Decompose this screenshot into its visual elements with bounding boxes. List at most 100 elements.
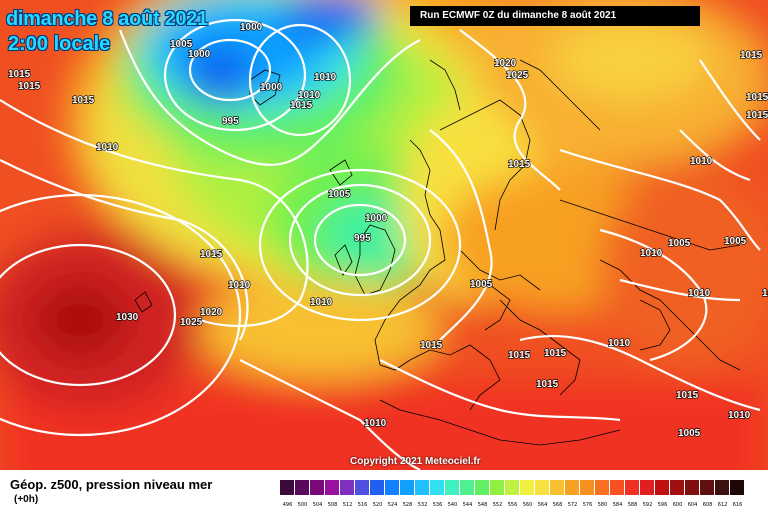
- color-scale-labels: 496 500 504 508 512 516 520 524 528 532 536 540 544 5…: [280, 502, 745, 508]
- pressure-label: 1015: [676, 390, 699, 401]
- pressure-label: 1015: [762, 288, 768, 299]
- scale-swatch: [640, 480, 655, 495]
- pressure-label: 1010: [298, 90, 321, 101]
- scale-swatch: [385, 480, 400, 495]
- scale-swatch: [280, 480, 295, 495]
- scale-value: 500: [297, 502, 308, 508]
- pressure-label: 1015: [536, 379, 559, 390]
- scale-value: 568: [552, 502, 563, 508]
- scale-swatch: [655, 480, 670, 495]
- scale-swatch: [520, 480, 535, 495]
- pressure-label: 1010: [314, 72, 337, 83]
- pressure-label: 1010: [96, 142, 119, 153]
- scale-value: 560: [522, 502, 533, 508]
- scale-swatch: [400, 480, 415, 495]
- isobars: [0, 18, 761, 470]
- scale-value: 540: [447, 502, 458, 508]
- scale-swatch: [685, 480, 700, 495]
- pressure-label: 1010: [690, 156, 713, 167]
- scale-value: 608: [702, 502, 713, 508]
- scale-swatch: [580, 480, 595, 495]
- scale-swatch: [370, 480, 385, 495]
- pressure-label: 1005: [668, 238, 691, 249]
- scale-swatch: [295, 480, 310, 495]
- pressure-label: 1015: [508, 350, 531, 361]
- scale-value: 612: [717, 502, 728, 508]
- scale-value: 504: [312, 502, 323, 508]
- pressure-label: 1015: [544, 348, 567, 359]
- pressure-label: 1010: [688, 288, 711, 299]
- scale-value: 544: [462, 502, 473, 508]
- scale-value: 556: [507, 502, 518, 508]
- scale-swatch: [355, 480, 370, 495]
- pressure-label: 995: [354, 233, 371, 244]
- scale-value: 600: [672, 502, 683, 508]
- scale-value: 576: [582, 502, 593, 508]
- pressure-label: 1015: [420, 340, 443, 351]
- pressure-label: 1015: [8, 69, 31, 80]
- map-canvas: 1000 1005 1000 1015 1015 995 1000 1010 1…: [0, 0, 768, 470]
- weather-map: 1000 1005 1000 1015 1015 995 1000 1010 1…: [0, 0, 768, 470]
- color-scale: [280, 480, 745, 495]
- scale-swatch: [490, 480, 505, 495]
- pressure-label: 1010: [640, 248, 663, 259]
- pressure-label: 1010: [310, 297, 333, 308]
- field-label: Géop. z500, pression niveau mer: [10, 477, 213, 492]
- scale-value: 552: [492, 502, 503, 508]
- scale-swatch: [430, 480, 445, 495]
- map-time: 2:00 locale: [8, 33, 111, 55]
- scale-swatch: [505, 480, 520, 495]
- map-date: dimanche 8 août 2021: [6, 8, 208, 30]
- pressure-label: 1015: [746, 110, 768, 121]
- scale-value: 584: [612, 502, 623, 508]
- pressure-label: 1020: [494, 58, 517, 69]
- pressure-label: 1010: [364, 418, 387, 429]
- pressure-label: 1005: [170, 39, 193, 50]
- scale-swatch: [625, 480, 640, 495]
- run-banner: Run ECMWF 0Z du dimanche 8 août 2021: [410, 6, 700, 26]
- pressure-label: 1005: [678, 428, 701, 439]
- scale-value: 532: [417, 502, 428, 508]
- scale-value: 520: [372, 502, 383, 508]
- scale-swatch: [610, 480, 625, 495]
- scale-swatch: [460, 480, 475, 495]
- scale-value: 524: [387, 502, 398, 508]
- pressure-label: 1015: [18, 81, 41, 92]
- pressure-labels: 1000 1005 1000 1015 1015 995 1000 1010 1…: [7, 21, 768, 439]
- pressure-label: 995: [222, 116, 239, 127]
- scale-swatch: [535, 480, 550, 495]
- scale-value: 564: [537, 502, 548, 508]
- scale-swatch: [445, 480, 460, 495]
- scale-value: 548: [477, 502, 488, 508]
- pressure-label: 1030: [116, 312, 139, 323]
- scale-swatch: [670, 480, 685, 495]
- scale-swatch: [595, 480, 610, 495]
- scale-value: 528: [402, 502, 413, 508]
- scale-swatch: [715, 480, 730, 495]
- pressure-label: 1005: [328, 189, 351, 200]
- scale-swatch: [325, 480, 340, 495]
- scale-swatch: [730, 480, 745, 495]
- scale-swatch: [415, 480, 430, 495]
- pressure-label: 1000: [188, 49, 211, 60]
- scale-swatch: [475, 480, 490, 495]
- pressure-label: 1005: [724, 236, 747, 247]
- pressure-label: 1015: [746, 92, 768, 103]
- scale-swatch: [310, 480, 325, 495]
- pressure-label: 1020: [200, 307, 223, 318]
- pressure-label: 1010: [608, 338, 631, 349]
- forecast-offset: (+0h): [14, 494, 39, 505]
- scale-value: 616: [732, 502, 743, 508]
- scale-swatch: [700, 480, 715, 495]
- scale-swatch: [550, 480, 565, 495]
- scale-value: 588: [627, 502, 638, 508]
- scale-swatch: [340, 480, 355, 495]
- coastlines: [134, 59, 741, 446]
- pressure-label: 1015: [290, 100, 313, 111]
- scale-value: 536: [432, 502, 443, 508]
- pressure-label: 1000: [365, 213, 388, 224]
- geopotential-field: [0, 0, 768, 470]
- pressure-label: 1015: [508, 159, 531, 170]
- pressure-label: 1000: [240, 22, 263, 33]
- copyright: Copyright 2021 Meteociel.fr: [350, 456, 481, 467]
